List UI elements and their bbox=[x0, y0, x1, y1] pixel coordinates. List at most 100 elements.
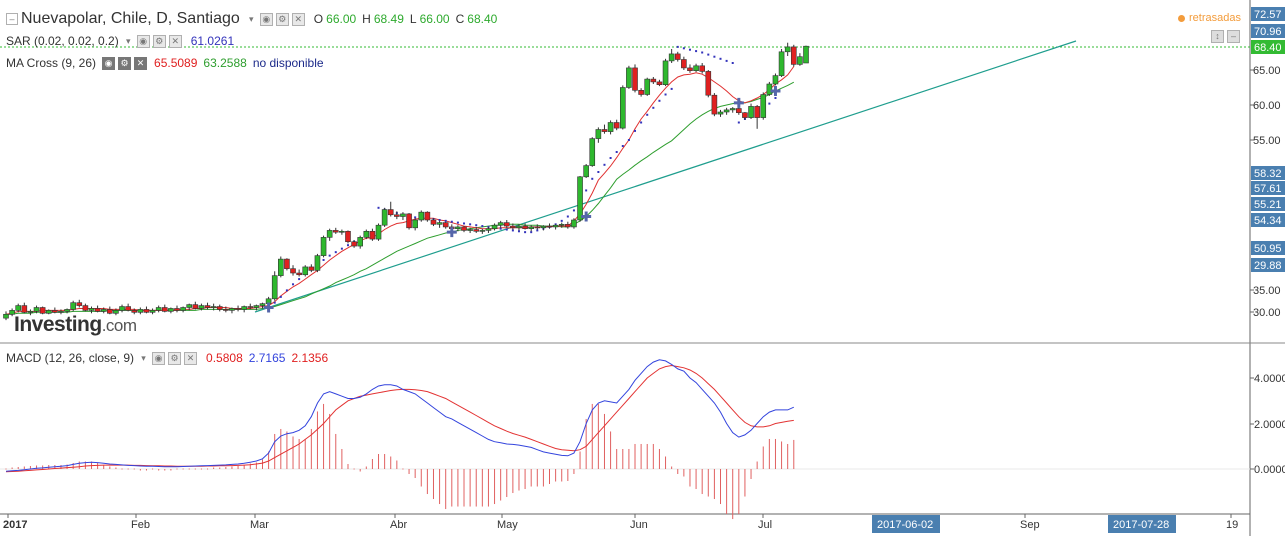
ma-slow-value: 63.2588 bbox=[203, 56, 247, 70]
candle-up bbox=[766, 83, 773, 95]
candle-up bbox=[253, 305, 260, 308]
candle-up bbox=[9, 310, 15, 315]
candle-up bbox=[528, 226, 534, 229]
candle-up bbox=[186, 304, 193, 308]
candle-up bbox=[100, 309, 107, 312]
candle-down bbox=[430, 219, 437, 225]
sar-dot bbox=[627, 139, 630, 141]
macd-hist-bar bbox=[133, 468, 135, 470]
candle-up bbox=[278, 258, 284, 276]
price-tag-bg bbox=[1251, 40, 1285, 54]
candle-up bbox=[803, 45, 809, 64]
eye-icon[interactable]: ◉ bbox=[152, 351, 166, 365]
candle-up bbox=[15, 305, 22, 311]
sar-dot bbox=[566, 215, 569, 218]
candle-up bbox=[577, 176, 583, 221]
sar-dot bbox=[634, 129, 637, 132]
close-icon[interactable]: ✕ bbox=[134, 56, 148, 70]
price-tag-label: 55.21 bbox=[1254, 199, 1282, 211]
gear-icon[interactable]: ⚙ bbox=[118, 56, 132, 70]
eye-icon[interactable]: ◉ bbox=[259, 12, 273, 26]
candle-up bbox=[113, 310, 119, 314]
candle-down bbox=[601, 129, 608, 132]
candle-up bbox=[485, 228, 492, 231]
candle-up bbox=[168, 308, 174, 312]
candle-down bbox=[674, 53, 681, 60]
sar-dot bbox=[456, 221, 459, 224]
time-tick-label: Feb bbox=[131, 519, 150, 531]
price-tag-label: 72.57 bbox=[1254, 9, 1282, 21]
candle-up bbox=[729, 108, 736, 111]
gear-icon[interactable]: ⚙ bbox=[168, 351, 182, 365]
price-tag-bg bbox=[1251, 213, 1285, 227]
maximize-icon[interactable]: ↕ bbox=[1211, 30, 1224, 43]
candle-down bbox=[711, 94, 718, 115]
candle-down bbox=[21, 305, 28, 313]
candle-up bbox=[723, 109, 730, 113]
candle-down bbox=[522, 225, 528, 229]
close-icon[interactable]: ✕ bbox=[291, 12, 305, 26]
price-tick-label: 35.00 bbox=[1253, 285, 1281, 297]
sar-dot bbox=[737, 121, 740, 124]
low-label: L bbox=[409, 12, 417, 26]
candle-down bbox=[161, 307, 168, 312]
sar-dot bbox=[701, 51, 704, 54]
sar-dot bbox=[377, 206, 380, 209]
close-icon[interactable]: ✕ bbox=[168, 34, 182, 48]
price-tick-label: 60.00 bbox=[1253, 100, 1281, 112]
chevron-down-icon[interactable]: ▾ bbox=[141, 352, 146, 363]
macd-hist-bar bbox=[176, 468, 178, 470]
gear-icon[interactable]: ⚙ bbox=[152, 34, 166, 48]
collapse-icon[interactable]: – bbox=[6, 13, 18, 25]
ma-cross-legend: MA Cross (9, 26) ◉ ⚙ ✕ 65.5089 63.2588 n… bbox=[6, 56, 324, 70]
candle-down bbox=[284, 258, 290, 269]
sar-label: SAR (0.02, 0.02, 0.2) bbox=[6, 34, 119, 48]
candle-down bbox=[204, 305, 211, 308]
candle-up bbox=[491, 224, 498, 229]
ma-cross-marker bbox=[733, 97, 744, 108]
ma-fast-line bbox=[5, 66, 795, 315]
candle-up bbox=[479, 230, 486, 232]
time-tick-label: May bbox=[497, 519, 518, 531]
sar-dot bbox=[334, 251, 337, 254]
sar-dot bbox=[640, 121, 643, 124]
candle-down bbox=[247, 306, 254, 308]
close-icon[interactable]: ✕ bbox=[184, 351, 198, 365]
eye-icon[interactable]: ◉ bbox=[102, 56, 116, 70]
price-tag-label: 57.61 bbox=[1254, 183, 1282, 195]
sar-dot bbox=[444, 219, 447, 222]
logo-main: Investing bbox=[14, 313, 102, 336]
candle-up bbox=[644, 78, 651, 95]
chevron-down-icon[interactable]: ▾ bbox=[125, 35, 131, 46]
candle-up bbox=[748, 106, 754, 118]
candle-up bbox=[693, 65, 699, 72]
sar-dot bbox=[292, 283, 295, 286]
price-tick-label: 30.00 bbox=[1253, 307, 1281, 319]
sar-dot bbox=[450, 220, 453, 223]
chevron-down-icon[interactable]: ▾ bbox=[249, 13, 254, 24]
price-tag-label: 54.34 bbox=[1254, 215, 1282, 227]
delayed-badge[interactable]: retrasadas bbox=[1178, 12, 1241, 24]
candle-down bbox=[143, 309, 150, 313]
high-value: 68.49 bbox=[373, 12, 404, 26]
sar-dot bbox=[499, 227, 502, 230]
sar-dot bbox=[609, 157, 612, 159]
candle-up bbox=[668, 53, 675, 62]
minimize-icon[interactable]: – bbox=[1227, 30, 1240, 43]
candle-up bbox=[540, 225, 547, 229]
time-axis-layer: 2017 Feb Mar Abr May Jun Jul Sep 19 2017-06-02 201… bbox=[3, 514, 1238, 533]
candle-up bbox=[375, 224, 382, 240]
price-tag-label: 70.96 bbox=[1254, 26, 1282, 38]
candle-up bbox=[436, 222, 443, 225]
candle-down bbox=[461, 226, 467, 231]
eye-icon[interactable]: ◉ bbox=[136, 34, 150, 48]
price-tag-label: 68.40 bbox=[1254, 42, 1282, 54]
candle-up bbox=[27, 311, 34, 313]
cross-markers-layer bbox=[263, 86, 781, 313]
gear-icon[interactable]: ⚙ bbox=[275, 12, 289, 26]
sar-dot bbox=[615, 151, 618, 153]
ma-fast-value: 65.5089 bbox=[154, 56, 198, 70]
sar-dot bbox=[530, 231, 533, 234]
candle-up bbox=[778, 51, 785, 76]
candle-up bbox=[467, 229, 473, 231]
